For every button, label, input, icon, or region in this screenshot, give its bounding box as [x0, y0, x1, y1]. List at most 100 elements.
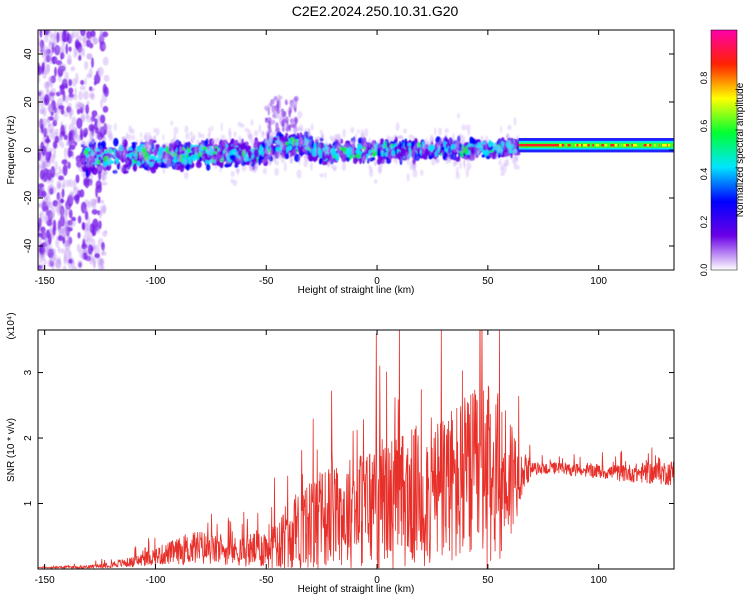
spectrogram-fringe-blob [367, 157, 371, 162]
snr-chart: -150 -100 -50 0 50 100 1 2 3 Height of straight … [6, 312, 675, 595]
spectrogram-fringe-blob [212, 145, 216, 153]
spectrogram-noise-blob [68, 109, 73, 120]
spectrogram-noise-blob [73, 47, 77, 59]
spectrogram-noise-blob [71, 216, 77, 222]
spectrogram-fringe-blob [232, 179, 238, 186]
spectrogram-noise-blob [54, 171, 60, 177]
spectrogram-fringe-blob [258, 124, 262, 134]
spectrogram-noise-blob [48, 103, 51, 115]
spectrogram-fringe-blob [150, 142, 156, 151]
spectrogram-fringe-blob [173, 126, 179, 135]
spectrogram-band-blob [285, 132, 289, 137]
spectrogram-fringe-blob [441, 150, 445, 157]
spectrogram-fringe-blob [492, 144, 498, 150]
narrow-band-speckle [641, 144, 644, 147]
spectrogram-fringe-blob [352, 147, 355, 155]
narrow-band-speckle [632, 144, 636, 147]
spectrogram-noise-blob [60, 83, 65, 96]
spectrogram-fringe-blob [94, 146, 97, 155]
spectrogram-fringe-blob [448, 153, 452, 164]
spectrogram-noise-blob [49, 128, 54, 140]
spectrogram-fringe-blob [114, 168, 118, 175]
spectrogram-fringe-blob [147, 164, 150, 174]
spectrogram-noise-blob [87, 200, 92, 209]
spectrogram-noise-blob [64, 124, 67, 129]
snr-x-tick-label: 50 [482, 575, 494, 586]
spectrogram-bump-blob [275, 128, 279, 133]
spectrogram-fringe-blob [178, 157, 183, 163]
spectrogram-noise-blob [45, 142, 49, 150]
spectrogram-fringe-blob [262, 167, 267, 175]
spectrogram-fringe-blob [506, 147, 512, 152]
spectrogram-fringe-blob [439, 136, 443, 145]
spectrogram-noise-blob [39, 188, 43, 197]
spectrogram-noise-blob [49, 77, 54, 89]
spectrogram-noise-blob [72, 179, 77, 191]
spectrogram-noise-blob [71, 151, 75, 160]
spectrogram-band-blob [258, 156, 265, 161]
spectrogram-fringe-blob [429, 134, 433, 144]
narrow-band-speckle [573, 144, 577, 147]
spectrogram-y-tick-label: 40 [23, 48, 34, 60]
spectrogram-bump-blob [291, 118, 294, 127]
spectrogram-fringe-blob [207, 145, 212, 155]
spectrogram-band-blob [131, 142, 136, 150]
spectrogram-noise-blob [94, 253, 100, 259]
spectrogram-noise-blob [38, 232, 42, 237]
spectrogram-noise-blob [50, 213, 54, 226]
spectrogram-noise-blob [46, 115, 50, 124]
spectrogram-noise-blob [88, 35, 92, 47]
spectrogram-fringe-blob [139, 132, 143, 138]
spectrogram-noise-blob [88, 124, 95, 132]
spectrogram-noise-blob [59, 65, 64, 72]
spectrogram-fringe-blob [194, 145, 200, 156]
spectrogram-band-blob [464, 146, 469, 155]
spectrogram-noise-blob [42, 70, 48, 79]
spectrogram-fringe-blob [425, 141, 430, 150]
spectrogram-fringe-blob [304, 139, 309, 149]
spectrogram-noise-blob [96, 68, 101, 75]
spectrogram-fringe-blob [128, 164, 132, 170]
colorbar-ticks: 0.0 0.2 0.4 0.6 0.8 [699, 72, 709, 277]
spectrogram-fringe-blob [225, 152, 230, 160]
spectrogram-fringe-blob [247, 129, 252, 138]
spectrogram-fringe-blob [116, 148, 120, 153]
snr-marks [38, 330, 674, 569]
spectrogram-band-blob [85, 168, 89, 178]
spectrogram-fringe-blob [240, 123, 245, 128]
spectrogram-y-axis-label: Frequency (Hz) [6, 116, 17, 185]
spectrogram-noise-blob [38, 73, 41, 84]
spectrogram-noise-blob [58, 169, 64, 174]
spectrogram-fringe-blob [91, 152, 94, 157]
narrow-band-speckle [619, 144, 622, 147]
spectrogram-fringe-blob [368, 137, 372, 148]
spectrogram-noise-blob [56, 31, 60, 43]
narrow-band-speckle [623, 144, 626, 147]
spectrogram-fringe-blob [190, 135, 195, 144]
spectrogram-fringe-blob [272, 154, 277, 163]
spectrogram-noise-blob [80, 80, 85, 85]
spectrogram-fringe-blob [457, 145, 461, 154]
spectrogram-noise-blob [56, 183, 61, 188]
spectrogram-noise-blob [53, 58, 59, 64]
spectrogram-fringe-blob [457, 136, 461, 145]
spectrogram-fringe-blob [446, 147, 451, 155]
spectrogram-noise-blob [92, 257, 97, 269]
spectrogram-noise-blob [59, 199, 65, 203]
spectrogram-noise-blob [38, 164, 43, 170]
spectrogram-noise-blob [78, 55, 82, 61]
spectrogram-fringe-blob [268, 158, 272, 166]
narrow-band-speckle [637, 144, 640, 147]
spectrogram-bump-blob [264, 105, 269, 111]
spectrogram-bump-blob [284, 99, 288, 106]
narrow-band-speckle [606, 144, 609, 147]
spectrogram-noise-blob [58, 105, 65, 110]
spectrogram-fringe-blob [251, 139, 255, 148]
spectrogram-noise-blob [49, 150, 52, 158]
spectrogram-noise-blob [54, 66, 57, 77]
spectrogram-bump-blob [290, 101, 294, 108]
spectrogram-noise-blob [67, 92, 75, 101]
spectrogram-noise-blob [81, 115, 85, 122]
spectrogram-band-blob [248, 154, 252, 160]
spectrogram-noise-blob [56, 206, 64, 217]
